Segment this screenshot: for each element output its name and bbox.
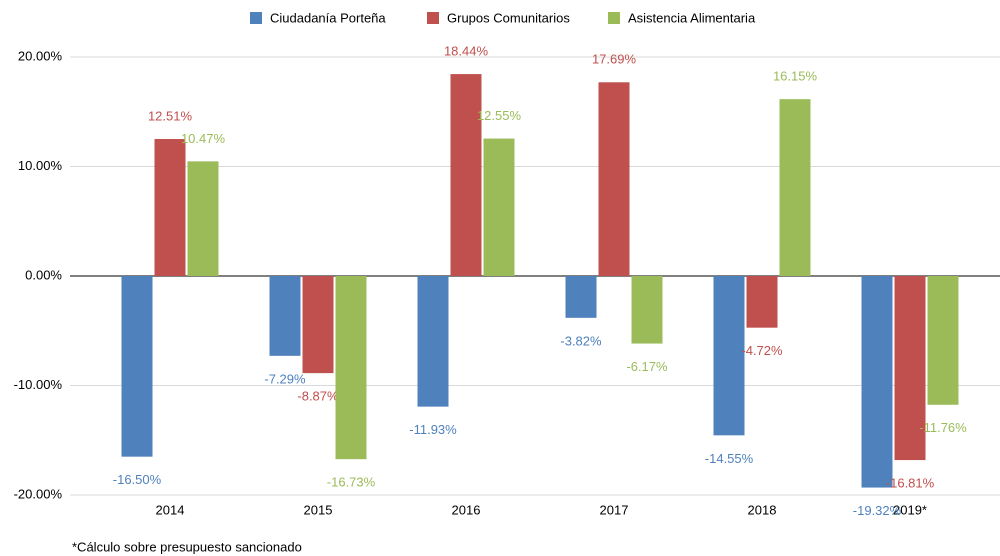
y-tick-label: 10.00% [18,158,63,173]
legend-swatch [427,12,439,24]
bar [269,276,301,356]
legend-label: Asistencia Alimentaria [628,10,756,25]
value-label: -19.32% [853,503,902,518]
y-tick-label: 20.00% [18,48,63,63]
value-label: 16.15% [773,69,818,84]
footnote: *Cálculo sobre presupuesto sancionado [72,539,302,554]
bar [631,276,663,344]
value-label: 17.69% [592,52,637,67]
x-tick-label: 2014 [156,502,185,517]
y-tick-label: -10.00% [14,377,63,392]
bar [483,138,515,276]
x-tick-label: 2016 [452,502,481,517]
value-label: -16.73% [327,475,376,490]
value-label: 18.44% [444,44,489,59]
bar [187,161,219,276]
bar [450,74,482,276]
bar [417,276,449,407]
value-label: -4.72% [741,343,783,358]
value-label: -16.81% [886,476,935,491]
bar [598,82,630,277]
legend-label: Ciudadanía Porteña [270,10,386,25]
value-label: 10.47% [181,131,226,146]
y-tick-label: 0.00% [25,267,62,282]
bar [861,276,893,488]
bar [927,276,959,405]
bar [746,276,778,328]
value-label: -6.17% [626,359,668,374]
value-label: 12.55% [477,108,522,123]
legend-swatch [250,12,262,24]
bar [713,276,745,436]
bar [302,276,334,374]
legend-label: Grupos Comunitarios [447,10,570,25]
x-tick-label: 2018 [748,502,777,517]
bar [779,99,811,276]
bar [894,276,926,461]
value-label: -16.50% [113,472,162,487]
bar [121,276,153,457]
value-label: 12.51% [148,108,193,123]
value-label: -11.93% [409,422,457,437]
value-label: -11.76% [919,420,967,435]
value-label: -3.82% [560,333,602,348]
bar [565,276,597,318]
bar [154,139,186,276]
value-label: -7.29% [264,371,306,386]
value-label: -14.55% [705,451,754,466]
x-tick-label: 2019* [893,502,927,517]
legend-swatch [608,12,620,24]
y-tick-label: -20.00% [14,486,63,501]
x-tick-label: 2017 [600,502,629,517]
value-label: -8.87% [297,389,339,404]
x-tick-label: 2015 [304,502,333,517]
bar [335,276,367,460]
